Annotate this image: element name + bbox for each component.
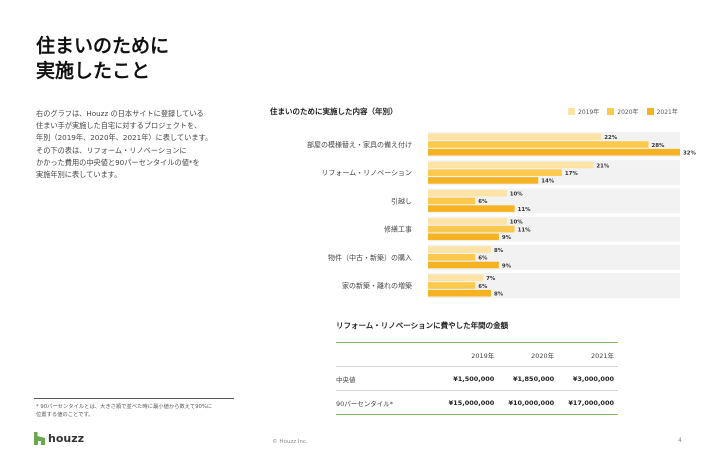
page-number: 4 xyxy=(678,437,682,444)
cost-table-header-2021: 2021年 xyxy=(590,351,614,360)
footnote: * 90パーセンタイルとは、大きさ順で並べた時に最小値から数えて90%に 位置す… xyxy=(36,404,213,418)
data-label: 8% xyxy=(494,292,504,298)
table-row: 90パーセンタイル* ¥15,000,000 ¥10,000,000 ¥17,0… xyxy=(336,390,618,415)
footnote-divider xyxy=(34,398,234,399)
legend-swatch-2021 xyxy=(646,108,654,115)
data-label: 21% xyxy=(596,163,610,169)
bar xyxy=(428,133,602,141)
category-label: 引越し xyxy=(391,196,412,205)
bar xyxy=(428,289,491,297)
category-label: 物件（中古・新築）の購入 xyxy=(328,253,412,262)
page-title: 住まいのために 実施したこと xyxy=(36,35,170,82)
data-label: 6% xyxy=(478,284,488,290)
cost-row-label-median: 中央値 xyxy=(336,375,356,384)
legend-item-2020: 2020年 xyxy=(607,107,639,116)
cost-table-corner xyxy=(336,343,435,367)
category-label: 修繕工事 xyxy=(384,225,412,234)
cost-cell: ¥3,000,000 xyxy=(572,374,614,383)
data-label: 6% xyxy=(478,199,488,205)
cost-cell: ¥17,000,000 xyxy=(568,398,614,407)
data-label: 6% xyxy=(478,256,488,262)
houzz-logo-icon xyxy=(34,431,45,445)
data-label: 10% xyxy=(510,220,524,226)
bar xyxy=(428,282,476,289)
cost-table-header-2019: 2019年 xyxy=(471,351,495,360)
data-label: 8% xyxy=(494,248,504,254)
data-label: 11% xyxy=(518,207,532,213)
cost-cell: ¥1,850,000 xyxy=(513,374,555,383)
cost-table: 2019年 2020年 2021年 中央値 ¥1,500,000 ¥1,850,… xyxy=(336,342,618,415)
bar xyxy=(428,233,499,241)
data-label: 32% xyxy=(683,151,697,157)
table-row: 中央値 ¥1,500,000 ¥1,850,000 ¥3,000,000 xyxy=(336,366,618,391)
bar xyxy=(428,254,476,261)
cost-table-header-2020: 2020年 xyxy=(531,351,555,360)
cost-cell: ¥10,000,000 xyxy=(508,398,555,407)
cost-row-label-90th: 90パーセンタイル* xyxy=(336,399,394,408)
legend-label-2021: 2021年 xyxy=(656,109,678,116)
bar xyxy=(428,189,507,197)
bar xyxy=(428,274,484,282)
data-label: 17% xyxy=(565,171,579,177)
bar xyxy=(428,261,499,269)
cost-cell: ¥15,000,000 xyxy=(448,398,495,407)
bar xyxy=(428,218,507,225)
cost-table-header-row: 2019年 2020年 2021年 xyxy=(336,342,618,367)
legend-label-2020: 2020年 xyxy=(617,109,639,116)
cost-table-title: リフォーム・リノベーションに費やした年間の金額 xyxy=(336,321,509,330)
data-label: 7% xyxy=(486,276,496,282)
legend-item-2019: 2019年 xyxy=(568,107,599,116)
bar xyxy=(428,141,649,148)
legend-swatch-2020 xyxy=(607,108,615,115)
bar xyxy=(428,246,491,253)
category-label: 家の新築・離れの増築 xyxy=(342,281,412,290)
chart-legend: 2019年 2020年 2021年 xyxy=(568,107,678,116)
data-label: 9% xyxy=(502,263,512,269)
page-description: 右のグラフは、Houzz の日本サイトに登録している 住まい手が実施した自宅に対… xyxy=(36,109,213,180)
bar xyxy=(428,225,515,233)
legend-item-2021: 2021年 xyxy=(646,107,678,116)
legend-swatch-2019 xyxy=(568,108,575,115)
category-label: リフォーム・リノベーション xyxy=(321,169,412,177)
bar xyxy=(428,197,476,205)
houzz-logo-text: houzz xyxy=(48,431,85,445)
data-label: 10% xyxy=(510,192,524,198)
legend-label-2019: 2019年 xyxy=(578,109,600,116)
bar xyxy=(428,148,680,156)
data-label: 11% xyxy=(518,227,532,233)
houzz-logo: houzz xyxy=(34,431,84,445)
data-label: 14% xyxy=(541,179,555,185)
data-label: 22% xyxy=(604,135,618,141)
copyright: © Houzz Inc. xyxy=(272,439,308,445)
cost-cell: ¥1,500,000 xyxy=(453,374,495,383)
bar xyxy=(428,161,594,169)
category-label: 部屋の模様替え・家具の備え付け xyxy=(307,140,412,149)
bar xyxy=(428,169,562,176)
bar xyxy=(428,205,515,212)
bar xyxy=(428,177,539,184)
data-label: 28% xyxy=(652,143,666,149)
data-label: 9% xyxy=(502,235,512,241)
chart-title: 住まいのために実施した内容（年別） xyxy=(270,107,398,116)
